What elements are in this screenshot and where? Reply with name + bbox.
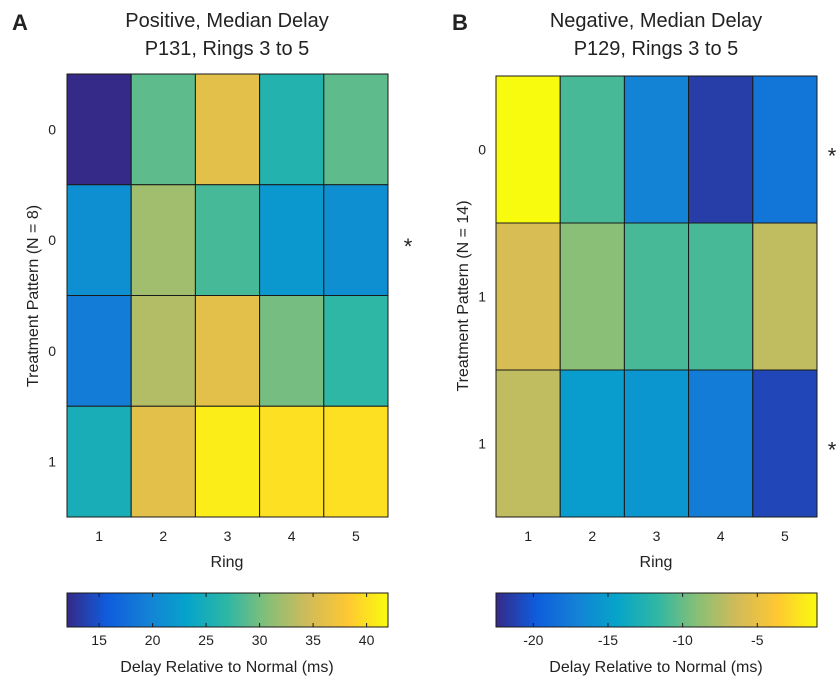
significance-marker: * — [404, 234, 413, 259]
colorbar-tick-label: -15 — [598, 632, 618, 648]
heatmap-cell — [623, 222, 690, 371]
plot-frame — [495, 75, 818, 518]
y-tick-label: 0 — [48, 343, 56, 359]
x-tick-label: 1 — [95, 528, 103, 544]
heatmap-cell — [66, 73, 132, 186]
colorbar-b: -20 -15 -10 -5 — [495, 592, 818, 648]
heatmap-cell — [495, 222, 561, 371]
heatmap-cell — [194, 184, 261, 296]
heatmap-cell — [495, 369, 561, 518]
colorbar-tick-label: 35 — [305, 632, 321, 648]
y-tick-label: 0 — [48, 232, 56, 248]
x-tick-label: 5 — [781, 528, 789, 544]
heatmap-cell — [559, 222, 625, 371]
heatmap-cell — [194, 73, 261, 186]
significance-marker: * — [828, 144, 837, 169]
heatmap-cell — [323, 184, 389, 296]
colorbar-a: 15 20 25 30 35 40 — [66, 592, 389, 648]
heatmap-cell — [752, 369, 818, 518]
colorbar-tick-label: 25 — [198, 632, 214, 648]
colorbar-gradient — [66, 592, 389, 628]
significance-markers-b: ** — [828, 144, 837, 463]
heatmap-cell — [323, 405, 389, 518]
colorbar-tick-label: -20 — [523, 632, 543, 648]
heatmap-cell — [323, 295, 389, 407]
colorbar-tick-label: 15 — [91, 632, 107, 648]
heatmap-cell — [559, 75, 625, 224]
title-line-1-a: Positive, Median Delay — [125, 10, 328, 32]
heatmap-cells-a — [66, 73, 389, 518]
heatmap-cell — [495, 75, 561, 224]
heatmap-cell — [323, 73, 389, 186]
heatmap-cell — [66, 405, 132, 518]
colorbar-label-b: Delay Relative to Normal (ms) — [549, 659, 762, 676]
heatmap-cell — [194, 405, 261, 518]
heatmap-cell — [259, 73, 325, 186]
heatmap-cell — [130, 405, 196, 518]
colorbar-tick-label: -10 — [673, 632, 693, 648]
title-line-2-b: P129, Rings 3 to 5 — [574, 38, 739, 60]
y-tick-labels-a: 0 0 0 1 — [48, 121, 56, 469]
heatmap-cell — [66, 184, 132, 296]
heatmap-cell — [623, 75, 690, 224]
heatmap-cell — [130, 73, 196, 186]
x-tick-label: 4 — [717, 528, 725, 544]
heatmap-cell — [259, 405, 325, 518]
heatmap-cell — [194, 295, 261, 407]
y-tick-label: 1 — [478, 436, 486, 452]
significance-markers-a: * — [404, 234, 413, 259]
heatmap-cell — [688, 369, 754, 518]
plot-frame — [66, 73, 389, 518]
panel-label-b: B — [452, 10, 468, 35]
heatmap-cell — [559, 369, 625, 518]
panel-b: B Negative, Median Delay P129, Rings 3 t… — [452, 10, 837, 676]
x-tick-label: 4 — [288, 528, 296, 544]
colorbar-tick-label: 40 — [359, 632, 375, 648]
panel-a: A Positive, Median Delay P131, Rings 3 t… — [12, 10, 413, 676]
significance-marker: * — [828, 438, 837, 463]
x-tick-label: 3 — [224, 528, 232, 544]
heatmap-cell — [688, 222, 754, 371]
x-tick-labels-b: 1 2 3 4 5 — [524, 528, 789, 544]
x-tick-labels-a: 1 2 3 4 5 — [95, 528, 360, 544]
y-tick-label: 0 — [48, 121, 56, 137]
x-tick-label: 1 — [524, 528, 532, 544]
x-axis-label-a: Ring — [211, 554, 244, 571]
y-tick-label: 1 — [478, 289, 486, 305]
heatmap-cell — [130, 184, 196, 296]
colorbar-label-a: Delay Relative to Normal (ms) — [120, 659, 333, 676]
colorbar-tick-label: 30 — [252, 632, 268, 648]
y-axis-label-b: Treatment Pattern (N = 14) — [455, 200, 472, 391]
heatmap-cell — [259, 184, 325, 296]
x-tick-label: 2 — [159, 528, 167, 544]
x-axis-label-b: Ring — [640, 554, 673, 571]
heatmap-cell — [688, 75, 754, 224]
y-tick-labels-b: 0 1 1 — [478, 142, 486, 452]
heatmap-cells-b — [495, 75, 818, 518]
heatmap-cell — [130, 295, 196, 407]
x-tick-label: 2 — [588, 528, 596, 544]
x-tick-label: 3 — [653, 528, 661, 544]
title-line-1-b: Negative, Median Delay — [550, 10, 762, 32]
heatmap-cell — [66, 295, 132, 407]
panel-label-a: A — [12, 10, 28, 35]
x-tick-label: 5 — [352, 528, 360, 544]
title-line-2-a: P131, Rings 3 to 5 — [145, 38, 310, 60]
heatmap-cell — [752, 75, 818, 224]
heatmap-cell — [259, 295, 325, 407]
colorbar-tick-label: -5 — [751, 632, 764, 648]
heatmap-cell — [623, 369, 690, 518]
y-tick-label: 1 — [48, 454, 56, 470]
heatmap-cell — [752, 222, 818, 371]
y-axis-label-a: Treatment Pattern (N = 8) — [25, 205, 42, 387]
y-tick-label: 0 — [478, 142, 486, 158]
colorbar-gradient — [495, 592, 818, 628]
colorbar-tick-label: 20 — [145, 632, 161, 648]
